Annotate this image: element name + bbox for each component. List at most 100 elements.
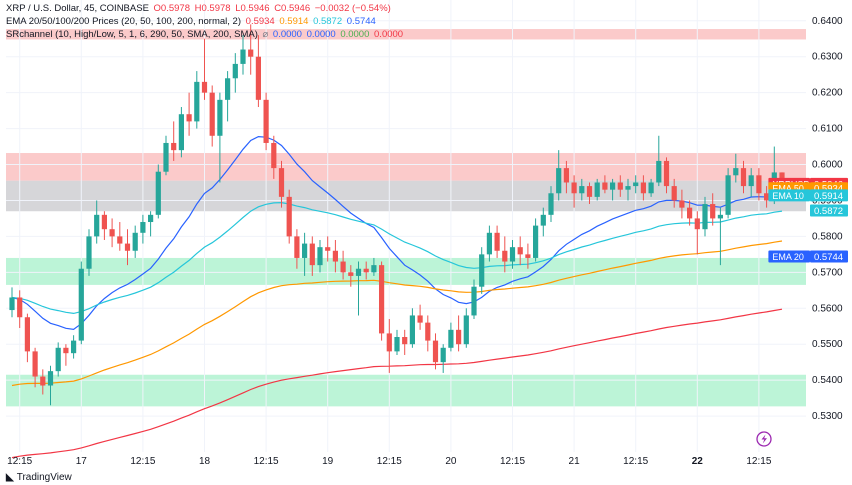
candle	[756, 168, 762, 201]
candle-body	[479, 254, 485, 287]
candle-body	[302, 243, 308, 258]
candle-body	[710, 204, 716, 219]
candle	[94, 200, 100, 244]
candle	[540, 207, 546, 237]
candle	[663, 157, 670, 194]
legend-ema-v4: 0.5744	[346, 16, 376, 27]
ema-line	[11, 240, 783, 387]
candle	[271, 135, 277, 179]
legend-sr-label[interactable]: SRchannel (10, High/Low, 5, 1, 6, 290, 5…	[6, 29, 258, 40]
candle-body	[633, 182, 639, 187]
candle	[640, 175, 646, 201]
candle-body	[394, 337, 400, 352]
candle	[694, 211, 700, 255]
y-tick-label: 0.6300	[812, 52, 843, 63]
candle	[671, 178, 677, 208]
candle-body	[556, 168, 562, 194]
y-tick-label: 0.5700	[812, 267, 843, 278]
x-tick-label: 18	[199, 456, 211, 467]
legend-change: −0.0032 (−0.54%)	[314, 3, 391, 14]
x-tick-label: 20	[445, 456, 457, 467]
x-tick-label: 12:15	[623, 456, 648, 467]
candle	[294, 229, 300, 269]
candle	[594, 178, 600, 201]
candle-body	[548, 193, 554, 215]
candle-body	[402, 337, 408, 345]
x-tick-label: 19	[322, 456, 334, 467]
candle-body	[355, 268, 362, 276]
sr-zone-gray	[6, 180, 806, 212]
candle	[679, 189, 685, 219]
price-label-name: EMA 10	[772, 191, 804, 201]
candle-body	[533, 225, 539, 258]
candle-body	[294, 236, 300, 258]
candle	[394, 329, 400, 355]
legend-sr-v3: 0.0000	[340, 29, 370, 40]
price-label-value: 0.5872	[814, 206, 843, 217]
legend-ema-v3: 0.5872	[313, 16, 343, 27]
price-axis: 0.64000.63000.62000.61000.60000.59000.58…	[812, 16, 843, 422]
candle-body	[101, 214, 107, 230]
ema-lines	[11, 135, 783, 459]
candle	[625, 178, 631, 201]
legend-ema-label[interactable]: EMA 20/50/100/200 Prices (20, 50, 100, 2…	[6, 16, 242, 27]
candle-body	[463, 315, 469, 345]
candle	[379, 261, 385, 341]
x-tick-label: 12:15	[746, 456, 771, 467]
candle-body	[32, 351, 38, 377]
candle-body	[733, 168, 739, 176]
x-tick-label: 21	[569, 456, 581, 467]
sr-zone-green	[6, 374, 806, 407]
candle-body	[540, 214, 546, 226]
candle	[240, 35, 246, 75]
price-label-name: EMA 50	[772, 184, 804, 194]
candle	[402, 329, 408, 355]
candle-body	[425, 322, 431, 341]
tradingview-logo[interactable]: ◣ TradingView	[6, 472, 72, 483]
candle-body	[47, 371, 54, 386]
candle-body	[78, 268, 84, 341]
candle	[117, 222, 123, 251]
candle-body	[525, 254, 531, 258]
candle	[124, 229, 131, 266]
x-tick-label: 12:15	[500, 456, 525, 467]
candle-body	[63, 347, 69, 354]
candle-body	[201, 81, 208, 93]
candle	[717, 207, 723, 266]
tradingview-logo-icon: ◣	[6, 472, 14, 483]
candle	[248, 24, 254, 75]
legend-close: C0.5946	[274, 3, 311, 14]
candle-body	[417, 315, 423, 323]
price-label: 0.5872	[810, 204, 848, 217]
candle-body	[117, 236, 123, 244]
candle	[471, 279, 477, 320]
candle-body	[55, 347, 61, 372]
grid-lines	[6, 0, 806, 452]
sr-zone-red	[6, 29, 806, 40]
time-axis: 12:15 17 12:15 18 12:15 19 12:15 20 12:15 21 12:15…	[7, 456, 772, 467]
candle	[448, 322, 454, 352]
candle	[171, 121, 177, 161]
candle	[563, 160, 569, 194]
candle-body	[409, 315, 415, 345]
candlesticks	[9, 24, 785, 406]
candle	[710, 193, 716, 226]
candle	[101, 211, 107, 240]
candle-body	[263, 99, 269, 143]
candle-body	[217, 99, 223, 136]
candle	[225, 71, 231, 122]
legend-symbol[interactable]: XRP / U.S. Dollar, 45, COINBASE	[6, 3, 149, 14]
candle	[78, 261, 84, 345]
legend-high: H0.5978	[194, 3, 231, 14]
candle-body	[71, 340, 77, 354]
candle	[325, 236, 331, 262]
replay-icon[interactable]	[756, 431, 772, 447]
candle	[479, 247, 485, 294]
eye-off-icon[interactable]: ⌀	[262, 29, 269, 40]
candle-body	[756, 175, 762, 194]
candle	[494, 225, 500, 258]
candle	[579, 178, 585, 201]
y-tick-label: 0.5500	[812, 339, 843, 350]
legend-open: O0.5978	[153, 3, 190, 14]
